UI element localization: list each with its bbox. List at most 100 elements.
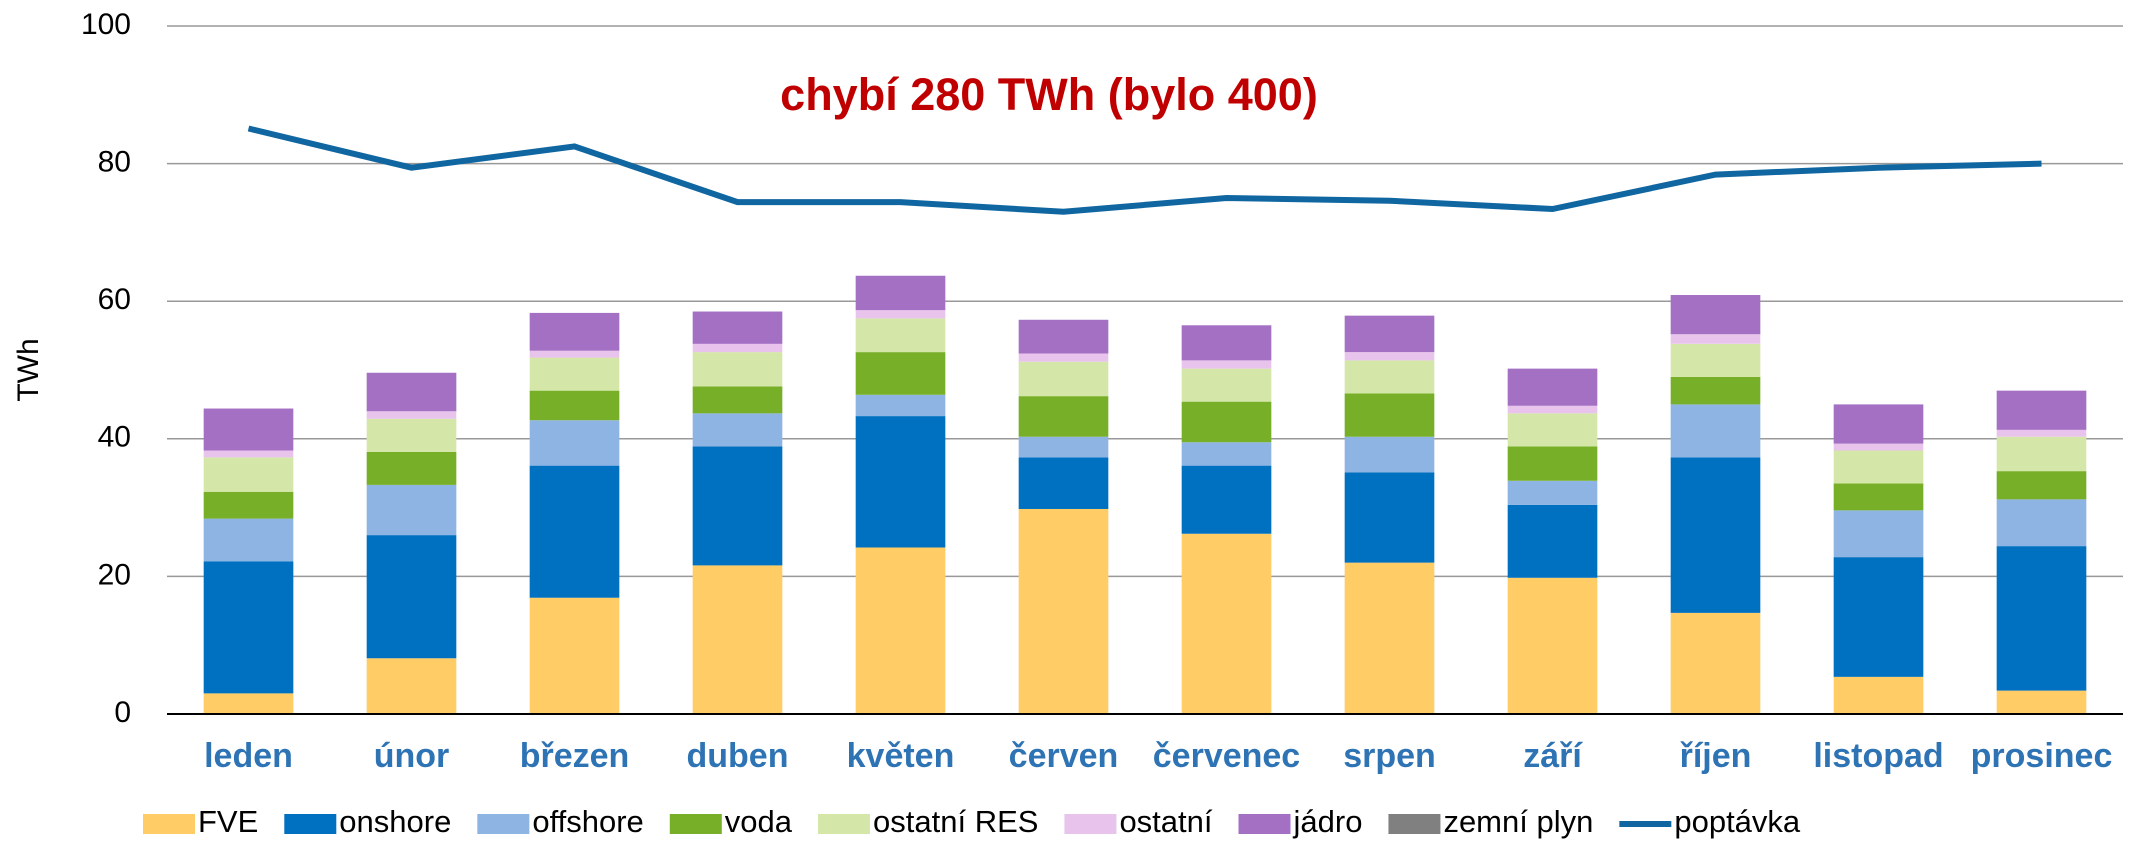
legend-swatch (284, 814, 337, 834)
y-tick-label: 0 (114, 696, 131, 729)
legend-swatch (143, 814, 195, 834)
grid (167, 25, 2123, 578)
bar-segment (1181, 442, 1272, 466)
legend-swatch (477, 814, 530, 834)
bar-segment (1833, 483, 1924, 511)
bar-segment (1996, 690, 2087, 714)
bar-segment (366, 451, 457, 485)
y-tick-label: 60 (98, 283, 131, 316)
bar-segment (366, 484, 457, 536)
bar-segment (1670, 612, 1761, 714)
line-series (247, 125, 2042, 215)
bar-segment (203, 561, 294, 694)
bar-segment (1833, 510, 1924, 558)
bar-segment (855, 352, 946, 395)
bar-segment (1018, 436, 1109, 458)
x-tick-label: říjen (1680, 737, 1752, 775)
bar-segment (203, 518, 294, 562)
bar-segment (1181, 368, 1272, 402)
bar-segment (1507, 405, 1598, 414)
bar-segment (1018, 361, 1109, 397)
bar-segment (529, 465, 620, 598)
legend-label: FVE (198, 804, 258, 839)
bar-segment (1996, 436, 2087, 472)
y-tick-label: 80 (98, 146, 131, 179)
bar-segment (1670, 334, 1761, 344)
legend-swatch (818, 814, 871, 834)
bar-segment (1181, 325, 1272, 361)
bar-segment (1670, 295, 1761, 335)
bar-segment (1996, 390, 2087, 430)
bar-segment (203, 408, 294, 451)
bar-segment (1507, 504, 1598, 578)
bar-segment (1018, 319, 1109, 354)
x-tick-label: prosinec (1971, 737, 2113, 775)
bar-segment (1996, 546, 2087, 691)
x-tick-label: září (1523, 737, 1583, 775)
bar-segment (1344, 360, 1435, 394)
bar-segment (1833, 404, 1924, 444)
legend-label: jádro (1293, 804, 1363, 839)
bar-segment (529, 390, 620, 421)
bar-segment (1833, 443, 1924, 451)
x-tick-label: červen (1009, 737, 1119, 775)
x-tick-label: srpen (1343, 737, 1436, 775)
bar-segment (529, 312, 620, 351)
bar-segment (1670, 376, 1761, 405)
bar-segment (855, 318, 946, 353)
legend-label: zemní plyn (1443, 804, 1593, 839)
bar-segment (1996, 471, 2087, 500)
bar-segment (529, 420, 620, 466)
legend-swatch (1064, 814, 1117, 834)
bar-segment (692, 565, 783, 714)
x-tick-label: duben (687, 737, 789, 775)
bar-segment (855, 275, 946, 311)
bar-segment (1018, 353, 1109, 362)
bar-segment (855, 416, 946, 548)
legend-label: voda (725, 804, 793, 839)
y-tick-label: 40 (98, 421, 131, 454)
bar-segment (1344, 562, 1435, 714)
bar-segment (1344, 436, 1435, 473)
bar-segment (203, 450, 294, 458)
bar-segment (529, 357, 620, 391)
bar-segment (1833, 557, 1924, 677)
x-tick-label: červenec (1153, 737, 1300, 775)
bar-segment (366, 372, 457, 412)
bar-segment (1181, 401, 1272, 443)
bar-segment (692, 386, 783, 414)
y-tick-label: 100 (81, 8, 131, 41)
bar-segment (1181, 533, 1272, 714)
bar-segment (1507, 368, 1598, 406)
bar-segment (1181, 360, 1272, 369)
legend-swatch (1388, 814, 1441, 834)
bar-segment (1507, 413, 1598, 447)
bar-segment (855, 310, 946, 319)
x-tick-label: listopad (1813, 737, 1943, 775)
x-tick-label: březen (520, 737, 630, 775)
legend-label: poptávka (1674, 804, 1801, 839)
x-tick-label: leden (204, 737, 293, 775)
y-axis-label: TWh (12, 338, 45, 401)
bar-segment (692, 311, 783, 344)
legend-label: ostatní RES (873, 804, 1038, 839)
bar-segment (855, 547, 946, 714)
annotation: chybí 280 TWh (bylo 400) (780, 69, 1318, 120)
bar-segment (1018, 508, 1109, 714)
legend-swatch (1238, 814, 1291, 834)
bar-segment (1181, 465, 1272, 534)
bar-segment (366, 418, 457, 452)
bar-segment (1996, 429, 2087, 437)
bar-segment (1833, 450, 1924, 484)
bar-segment (1833, 676, 1924, 714)
bar-segment (692, 413, 783, 447)
bar-segment (1507, 577, 1598, 714)
bar-segment (1507, 446, 1598, 481)
bar-segment (1344, 315, 1435, 353)
bar-segment (1507, 480, 1598, 505)
bar-segment (366, 535, 457, 659)
x-tick-label: únor (374, 737, 450, 775)
bar-segment (203, 457, 294, 492)
bar-segment (1018, 457, 1109, 509)
